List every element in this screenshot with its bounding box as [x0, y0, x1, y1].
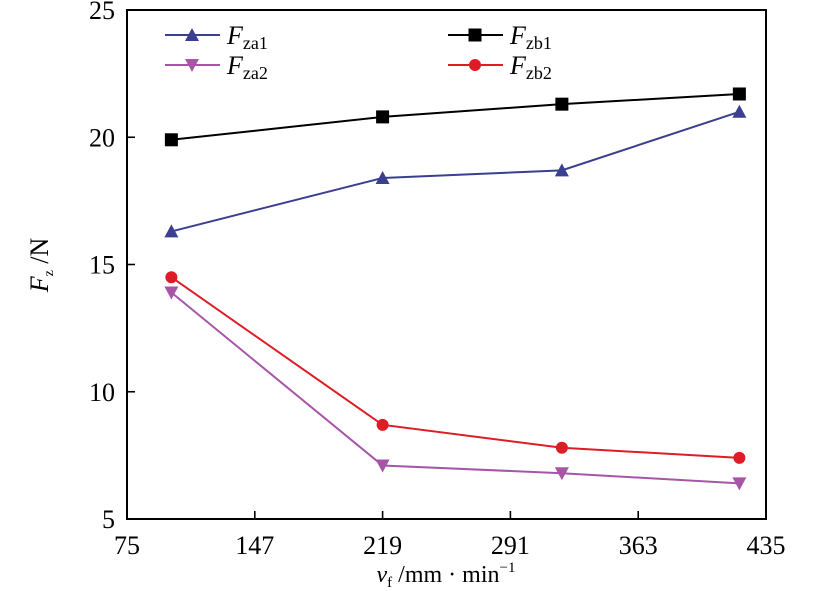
y-tick-label: 5: [102, 505, 115, 534]
data-point-zb1: [376, 110, 390, 124]
data-point-zb2: [165, 271, 178, 284]
series-zb2: [165, 271, 746, 464]
series-layer: [164, 87, 747, 491]
legend-marker: [185, 28, 199, 41]
series-line-za2: [170, 291, 740, 485]
legend-entry-zb1: Fzb1: [448, 21, 552, 53]
data-point-za1: [732, 104, 747, 118]
legend-label: Fza1: [226, 21, 268, 53]
data-point-zb2: [376, 418, 389, 431]
legend-marker: [468, 28, 482, 42]
legend-entry-za2: Fza2: [165, 51, 268, 83]
x-axis-label: vf /mm · min−1: [377, 560, 516, 591]
data-point-zb2: [555, 441, 568, 454]
x-tick-label: 291: [491, 531, 530, 560]
axes: 75 147 219 291 363 435 5 10 15 20 25 vf /mm · min−1…: [25, 0, 786, 591]
y-tick-label: 10: [89, 378, 115, 407]
y-tick-label: 25: [89, 0, 115, 25]
data-point-zb1: [732, 87, 746, 101]
legend-label: Fzb2: [509, 51, 552, 83]
data-point-za1: [375, 170, 390, 184]
x-tick-label: 147: [235, 531, 274, 560]
x-tick-label: 435: [747, 531, 786, 560]
series-zb1: [164, 87, 746, 147]
data-point-zb2: [733, 451, 746, 464]
series-line-zb2: [170, 276, 740, 459]
data-point-za2: [164, 286, 179, 300]
data-point-za2: [554, 467, 569, 481]
series-za1: [164, 104, 747, 238]
y-axis-label: Fz /N: [25, 237, 57, 293]
data-point-za1: [554, 163, 569, 177]
data-point-zb1: [555, 97, 569, 111]
y-tick-label: 20: [89, 123, 115, 152]
legend-label: Fza2: [226, 51, 268, 83]
data-point-za2: [732, 477, 747, 491]
series-line-za1: [171, 110, 740, 233]
series-za2: [164, 286, 747, 491]
legend-entry-za1: Fza1: [165, 21, 268, 53]
x-tick-label: 363: [619, 531, 658, 560]
x-tick-label: 219: [363, 531, 402, 560]
data-point-za2: [375, 459, 390, 473]
legend-marker: [185, 59, 199, 72]
data-point-za1: [164, 224, 179, 238]
x-tick-label: 75: [114, 531, 140, 560]
data-point-zb1: [164, 133, 178, 147]
series-line-zb1: [171, 92, 740, 141]
plot-frame: [126, 9, 767, 520]
legend-marker: [469, 59, 481, 71]
legend-label: Fzb1: [509, 21, 552, 53]
y-tick-label: 15: [89, 251, 115, 280]
legend-entry-zb2: Fzb2: [448, 51, 552, 83]
